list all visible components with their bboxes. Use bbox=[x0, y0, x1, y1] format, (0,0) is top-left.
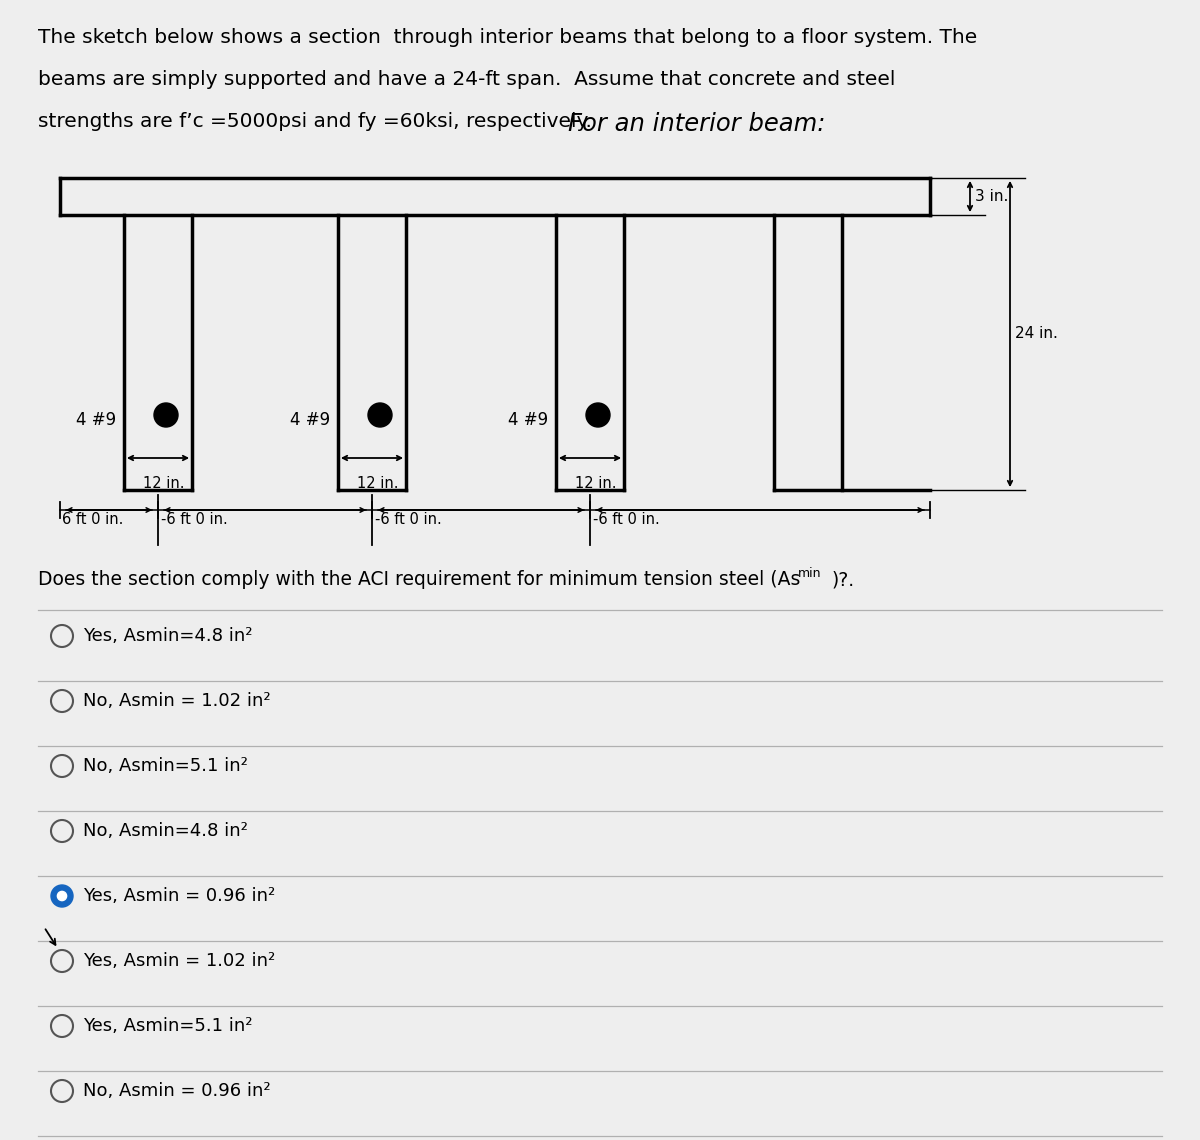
Text: No, Asmin=4.8 in²: No, Asmin=4.8 in² bbox=[83, 822, 248, 840]
Text: min: min bbox=[798, 567, 822, 580]
Circle shape bbox=[368, 404, 392, 428]
Text: Does the section comply with the ACI requirement for minimum tension steel (As: Does the section comply with the ACI req… bbox=[38, 570, 800, 589]
Text: -6 ft 0 in.: -6 ft 0 in. bbox=[374, 512, 442, 527]
Text: 4 #9: 4 #9 bbox=[76, 412, 116, 429]
Text: The sketch below shows a section  through interior beams that belong to a floor : The sketch below shows a section through… bbox=[38, 28, 977, 47]
Text: No, Asmin=5.1 in²: No, Asmin=5.1 in² bbox=[83, 757, 248, 775]
Circle shape bbox=[586, 404, 610, 428]
Text: 12 in.: 12 in. bbox=[143, 477, 185, 491]
Text: strengths are f’c =5000psi and fy =60ksi, respectively.: strengths are f’c =5000psi and fy =60ksi… bbox=[38, 112, 605, 131]
Text: No, Asmin = 1.02 in²: No, Asmin = 1.02 in² bbox=[83, 692, 271, 710]
Text: 12 in.: 12 in. bbox=[575, 477, 617, 491]
Circle shape bbox=[50, 885, 73, 907]
Text: 4 #9: 4 #9 bbox=[508, 412, 548, 429]
Text: -6 ft 0 in.: -6 ft 0 in. bbox=[593, 512, 660, 527]
Text: Yes, Asmin = 0.96 in²: Yes, Asmin = 0.96 in² bbox=[83, 887, 275, 905]
Text: For an interior beam:: For an interior beam: bbox=[568, 112, 826, 136]
Text: 3 in.: 3 in. bbox=[974, 189, 1008, 204]
Text: 12 in.: 12 in. bbox=[358, 477, 398, 491]
Text: Yes, Asmin = 1.02 in²: Yes, Asmin = 1.02 in² bbox=[83, 952, 275, 970]
Text: Yes, Asmin=5.1 in²: Yes, Asmin=5.1 in² bbox=[83, 1017, 252, 1035]
Text: No, Asmin = 0.96 in²: No, Asmin = 0.96 in² bbox=[83, 1082, 271, 1100]
Text: Yes, Asmin=4.8 in²: Yes, Asmin=4.8 in² bbox=[83, 627, 252, 645]
Text: -6 ft 0 in.: -6 ft 0 in. bbox=[161, 512, 228, 527]
Text: 4 #9: 4 #9 bbox=[290, 412, 330, 429]
Circle shape bbox=[58, 891, 67, 901]
Text: beams are simply supported and have a 24-ft span.  Assume that concrete and stee: beams are simply supported and have a 24… bbox=[38, 70, 895, 89]
Text: 24 in.: 24 in. bbox=[1015, 326, 1058, 342]
Text: 6 ft 0 in.: 6 ft 0 in. bbox=[62, 512, 124, 527]
Circle shape bbox=[154, 404, 178, 428]
Text: )?.: )?. bbox=[832, 570, 856, 589]
